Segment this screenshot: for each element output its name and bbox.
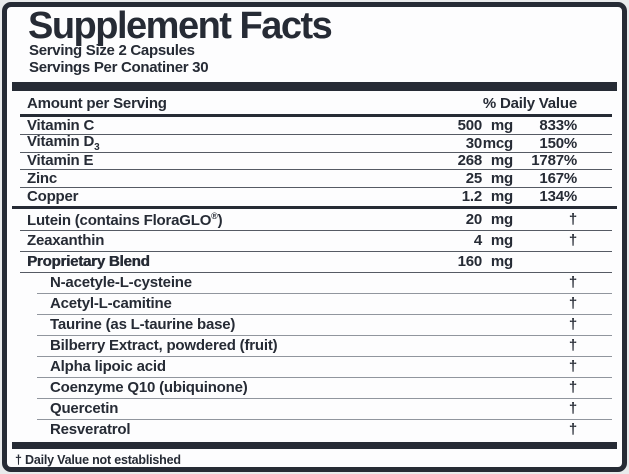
daily-value: 167%: [539, 170, 577, 188]
table-row: Zinc 25 mg 167%: [12, 170, 617, 187]
ingredient-name: Zeaxanthin: [27, 232, 105, 250]
ingredient-name: Lutein (contains FloraGLO®): [27, 210, 223, 229]
unit-value: mg: [490, 170, 513, 188]
daily-value: †: [568, 274, 577, 292]
amount-value: 4: [473, 232, 482, 250]
table-row: N-acetyle-L-cysteine †: [12, 273, 617, 293]
ingredient-name: Bilberry Extract, powdered (fruit): [50, 337, 278, 355]
daily-value: 1787%: [531, 152, 577, 170]
thick-divider-top: [12, 82, 617, 91]
daily-value: †: [568, 211, 577, 229]
row-separator: [37, 397, 612, 399]
row-separator: [20, 187, 612, 189]
ingredient-name: Copper: [27, 188, 79, 206]
table-row: Resveratrol †: [12, 420, 617, 440]
column-header-daily-value: % Daily Value: [482, 95, 577, 112]
unit-value: mcg: [482, 134, 513, 152]
daily-value: †: [568, 337, 577, 355]
daily-value: †: [568, 316, 577, 334]
row-separator: [37, 334, 612, 336]
row-separator: [20, 169, 612, 171]
table-body: Vitamin C 500 mg 833% Vitamin D3 30 mcg 150% Vit…: [12, 117, 617, 440]
ingredient-name: Alpha lipoic acid: [50, 358, 166, 376]
unit-value: mg: [490, 253, 513, 271]
table-row: Copper 1.2 mg 134%: [12, 188, 617, 205]
unit-value: mg: [490, 188, 513, 206]
section-divider: [12, 205, 617, 209]
ingredient-name: Quercetin: [50, 400, 119, 418]
ingredient-name: Vitamin C: [27, 116, 95, 134]
row-separator: [20, 151, 612, 153]
daily-value: †: [568, 400, 577, 418]
subscript: 3: [94, 141, 100, 153]
table-row: Vitamin D3 30 mcg 150%: [12, 132, 617, 153]
ingredient-name: Vitamin D3: [27, 132, 100, 153]
table-row: Zeaxanthin 4 mg †: [12, 231, 617, 251]
row-separator: [37, 418, 612, 420]
row-separator: [37, 292, 612, 294]
ingredient-name: N-acetyle-L-cysteine: [50, 274, 192, 292]
ingredient-name: Resveratrol: [50, 421, 131, 439]
daily-value: 134%: [539, 188, 577, 206]
row-separator: [37, 376, 612, 378]
ingredient-name: Coenzyme Q10 (ubiquinone): [50, 379, 248, 397]
thick-divider-bottom: [12, 441, 617, 449]
amount-value: 30: [465, 134, 482, 152]
table-row: Quercetin †: [12, 399, 617, 419]
ingredient-name: Proprietary Blend: [27, 253, 150, 271]
servings-per-container: Servings Per Conatiner 30: [29, 58, 209, 76]
ingredient-name: Vitamin E: [27, 152, 94, 170]
daily-value-footnote: † Daily Value not established: [15, 452, 181, 467]
table-row: Bilberry Extract, powdered (fruit) †: [12, 336, 617, 356]
row-separator: [20, 133, 612, 135]
daily-value: †: [568, 379, 577, 397]
table-row: Lutein (contains FloraGLO®) 20 mg †: [12, 210, 617, 230]
column-header-amount: Amount per Serving: [27, 95, 167, 112]
table-row: Alpha lipoic acid †: [12, 357, 617, 377]
unit-value: mg: [490, 232, 513, 250]
daily-value: †: [568, 232, 577, 250]
unit-value: mg: [490, 152, 513, 170]
daily-value: 150%: [539, 134, 577, 152]
serving-size: Serving Size 2 Capsules: [29, 42, 195, 59]
daily-value: †: [568, 421, 577, 439]
row-separator: [20, 271, 612, 273]
amount-value: 25: [465, 170, 482, 188]
unit-value: mg: [490, 211, 513, 229]
daily-value: †: [568, 358, 577, 376]
table-row: Taurine (as L-taurine base) †: [12, 315, 617, 335]
amount-value: 20: [465, 211, 482, 229]
amount-value: 1.2: [461, 188, 482, 206]
registered-trademark: ®: [211, 210, 218, 221]
row-separator: [20, 229, 612, 231]
daily-value: 833%: [539, 116, 577, 134]
amount-value: 160: [457, 253, 483, 271]
daily-value: †: [568, 295, 577, 313]
page-title: Supplement Facts: [28, 5, 333, 47]
table-row: Proprietary Blend 160 mg: [12, 252, 617, 272]
amount-value: 268: [457, 152, 483, 170]
row-separator: [37, 355, 612, 357]
table-header: Amount per Serving % Daily Value: [12, 91, 617, 114]
header-underline: [20, 114, 612, 117]
row-separator: [20, 250, 612, 252]
table-row: Vitamin C 500 mg 833%: [12, 117, 617, 134]
amount-value: 500: [457, 116, 483, 134]
ingredient-name: Acetyl-L-camitine: [50, 295, 172, 313]
ingredient-name: Taurine (as L-taurine base): [50, 316, 236, 334]
unit-value: mg: [490, 116, 513, 134]
ingredient-name: Zinc: [27, 170, 58, 188]
table-row: Coenzyme Q10 (ubiquinone) †: [12, 378, 617, 398]
row-separator: [37, 313, 612, 315]
table-row: Acetyl-L-camitine †: [12, 294, 617, 314]
table-row: Vitamin E 268 mg 1787%: [12, 153, 617, 170]
